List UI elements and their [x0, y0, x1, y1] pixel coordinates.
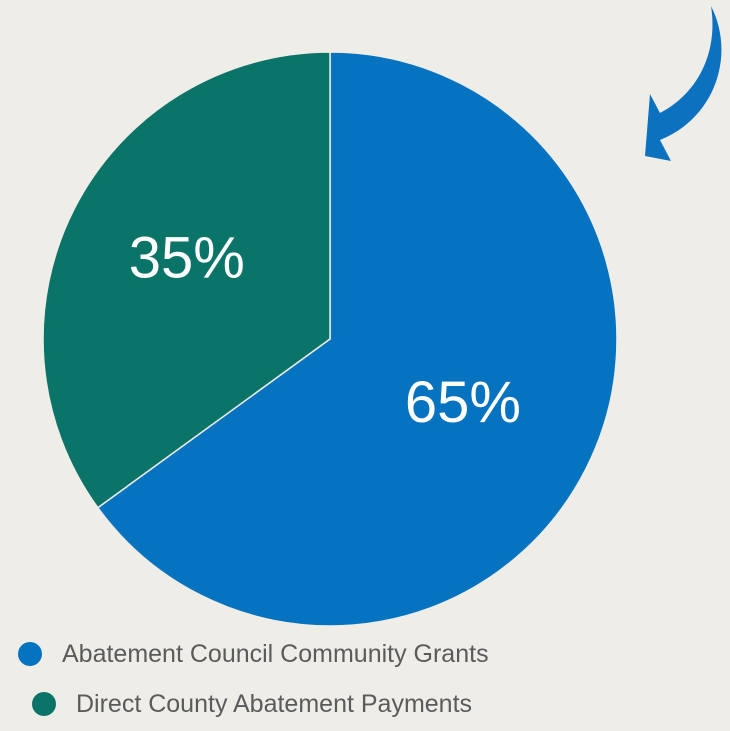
legend: Abatement Council Community Grants Direc… [18, 640, 718, 718]
slice-data-label: 65% [405, 370, 521, 435]
legend-item: Abatement Council Community Grants [18, 640, 718, 668]
pie-slice [96, 51, 618, 627]
legend-label: Direct County Abatement Payments [76, 689, 473, 718]
pie-labels: 65% 35% [129, 225, 521, 435]
curved-arrow-down-left-icon [645, 6, 722, 161]
legend-label: Abatement Council Community Grants [62, 639, 489, 668]
legend-swatch [32, 692, 56, 716]
legend-swatch [18, 642, 42, 666]
pie-slice [42, 51, 331, 509]
slice-data-label: 35% [129, 225, 245, 290]
legend-item: Direct County Abatement Payments [18, 690, 718, 718]
pie-slices [42, 51, 618, 627]
